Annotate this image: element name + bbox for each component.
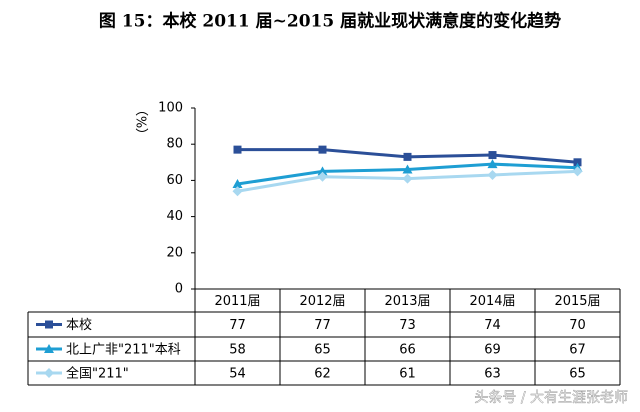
table-value: 67 bbox=[569, 343, 586, 358]
x-tick-label: 2014届 bbox=[469, 294, 515, 309]
table-value: 69 bbox=[484, 343, 501, 358]
marker bbox=[402, 173, 413, 184]
marker bbox=[232, 179, 243, 189]
y-tick-label: 20 bbox=[166, 245, 183, 260]
x-tick-label: 2011届 bbox=[214, 294, 260, 309]
marker bbox=[572, 166, 583, 177]
marker bbox=[402, 164, 413, 174]
y-tick-label: 60 bbox=[166, 173, 183, 188]
legend-label: 本校 bbox=[66, 317, 92, 333]
table-value: 58 bbox=[229, 343, 246, 358]
table-value: 66 bbox=[399, 343, 416, 358]
legend-marker bbox=[44, 344, 54, 353]
table-value: 73 bbox=[399, 318, 416, 333]
table-value: 65 bbox=[569, 367, 586, 382]
legend-label: 北上广非"211"本科 bbox=[66, 343, 181, 358]
x-tick-label: 2012届 bbox=[299, 294, 345, 309]
y-tick-label: 0 bbox=[175, 282, 183, 297]
x-tick-label: 2013届 bbox=[384, 294, 430, 309]
marker bbox=[403, 152, 412, 161]
table-value: 65 bbox=[314, 343, 331, 358]
legend-marker bbox=[44, 368, 54, 378]
chart-title: 图 15：本校 2011 届~2015 届就业现状满意度的变化趋势 bbox=[99, 11, 561, 32]
marker bbox=[487, 159, 498, 169]
marker bbox=[318, 145, 327, 154]
y-axis-label: （%） bbox=[133, 103, 149, 141]
y-tick-label: 40 bbox=[166, 209, 183, 224]
table-value: 74 bbox=[484, 318, 501, 333]
table-value: 77 bbox=[314, 318, 331, 333]
marker bbox=[317, 166, 328, 176]
y-tick-label: 100 bbox=[158, 101, 183, 116]
table-value: 61 bbox=[399, 367, 416, 382]
table-value: 62 bbox=[314, 367, 331, 382]
marker bbox=[488, 151, 497, 160]
legend-label: 全国"211" bbox=[66, 366, 129, 382]
legend-marker bbox=[45, 320, 53, 329]
x-tick-label: 2015届 bbox=[554, 294, 600, 309]
watermark: 头条号 / 大有生涯张老师 bbox=[474, 389, 628, 406]
table-value: 63 bbox=[484, 367, 501, 382]
marker bbox=[232, 186, 243, 197]
marker bbox=[317, 171, 328, 182]
table-value: 70 bbox=[569, 318, 586, 333]
table-value: 77 bbox=[229, 318, 246, 333]
marker bbox=[573, 158, 582, 167]
y-tick-label: 80 bbox=[166, 137, 183, 152]
table-value: 54 bbox=[229, 367, 246, 382]
marker bbox=[487, 169, 498, 180]
marker bbox=[233, 145, 242, 154]
